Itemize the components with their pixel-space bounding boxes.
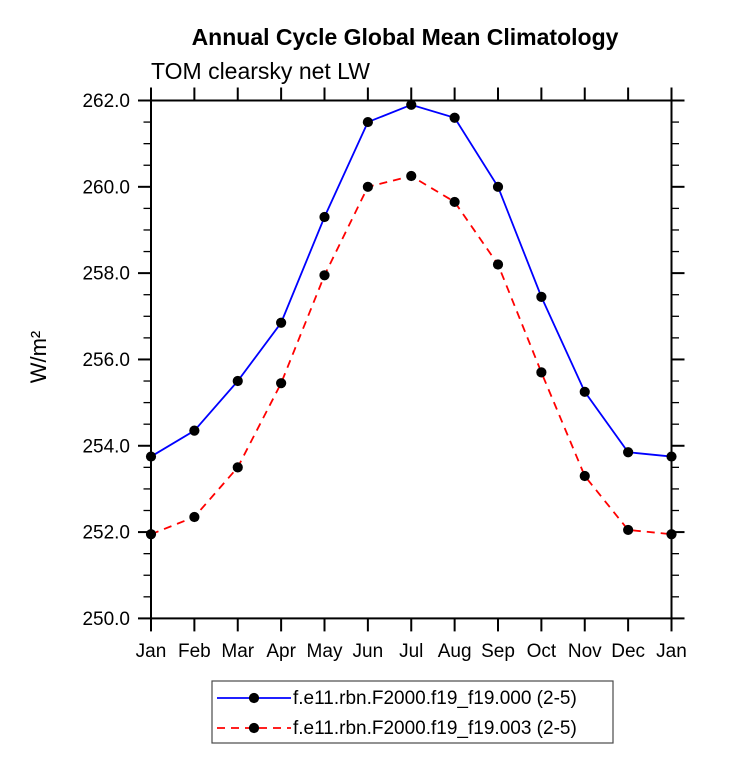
x-tick-label: Jan — [656, 641, 687, 662]
x-tick-label: Jan — [136, 641, 167, 662]
y-tick-label: 254.0 — [82, 436, 130, 457]
data-point-marker — [406, 170, 417, 182]
legend-entry-003: f.e11.rbn.F2000.f19_f19.003 (2-5) — [217, 718, 577, 739]
legend: f.e11.rbn.F2000.f19_f19.000 (2-5) f.e11.… — [211, 680, 614, 744]
data-point-marker — [406, 99, 417, 110]
y-tick-label: 256.0 — [82, 350, 130, 371]
y-tick-label: 258.0 — [82, 264, 130, 285]
x-tick-label: Dec — [611, 641, 645, 662]
data-point-marker — [449, 196, 460, 208]
data-point-marker — [319, 270, 330, 281]
legend-marker-icon — [248, 692, 260, 704]
data-point-marker — [666, 529, 677, 540]
series-line-1 — [150, 175, 672, 536]
data-point-marker — [232, 375, 243, 387]
plot-area — [145, 99, 677, 540]
data-point-marker — [276, 317, 287, 328]
x-tick-label: Aug — [438, 641, 472, 662]
legend-label-000: f.e11.rbn.F2000.f19_f19.000 (2-5) — [293, 688, 577, 709]
data-point-marker — [536, 291, 547, 302]
data-point-marker — [449, 112, 460, 123]
plot-axes: Jan Feb Mar Apr May Jun Jul Aug Sep Oct Nov Dec Jan 2… — [82, 87, 687, 662]
x-tick-label: Mar — [221, 641, 254, 662]
y-tick-label: 250.0 — [82, 609, 130, 630]
y-tick-label: 262.0 — [82, 91, 130, 112]
data-point-marker — [319, 211, 330, 223]
legend-marker-icon — [248, 722, 260, 734]
data-point-marker — [362, 181, 373, 192]
data-point-marker — [232, 462, 243, 473]
x-tick-label: Oct — [527, 641, 557, 662]
chart-title: Annual Cycle Global Mean Climatology — [192, 24, 619, 50]
legend-label-003: f.e11.rbn.F2000.f19_f19.003 (2-5) — [293, 718, 577, 739]
x-tick-label: Nov — [568, 641, 602, 662]
x-tick-label: Feb — [178, 641, 211, 662]
x-tick-label: Jul — [399, 641, 423, 662]
y-axis-label: W/m² — [26, 331, 51, 384]
data-point-marker — [579, 470, 590, 482]
data-point-marker — [276, 378, 287, 389]
x-tick-label: Apr — [266, 641, 296, 662]
y-tick-label: 252.0 — [82, 523, 130, 544]
data-point-marker — [623, 447, 634, 458]
data-point-marker — [492, 259, 504, 270]
data-point-marker — [666, 451, 677, 462]
data-point-marker — [145, 529, 157, 540]
data-point-marker — [536, 367, 547, 378]
data-point-marker — [362, 116, 373, 128]
legend-box — [211, 680, 614, 744]
series-line-0 — [150, 103, 672, 458]
x-tick-label: Jun — [353, 641, 384, 662]
data-point-marker — [579, 386, 590, 397]
data-point-marker — [145, 451, 157, 462]
y-tick-label: 260.0 — [82, 177, 130, 198]
data-point-marker — [189, 425, 200, 436]
data-point-marker — [623, 524, 634, 536]
chart-subtitle: TOM clearsky net LW — [151, 58, 370, 84]
x-tick-label: May — [307, 641, 343, 662]
x-tick-label: Sep — [481, 641, 515, 662]
data-point-marker — [492, 181, 504, 192]
data-point-marker — [189, 511, 200, 523]
legend-entry-000: f.e11.rbn.F2000.f19_f19.000 (2-5) — [217, 688, 577, 709]
